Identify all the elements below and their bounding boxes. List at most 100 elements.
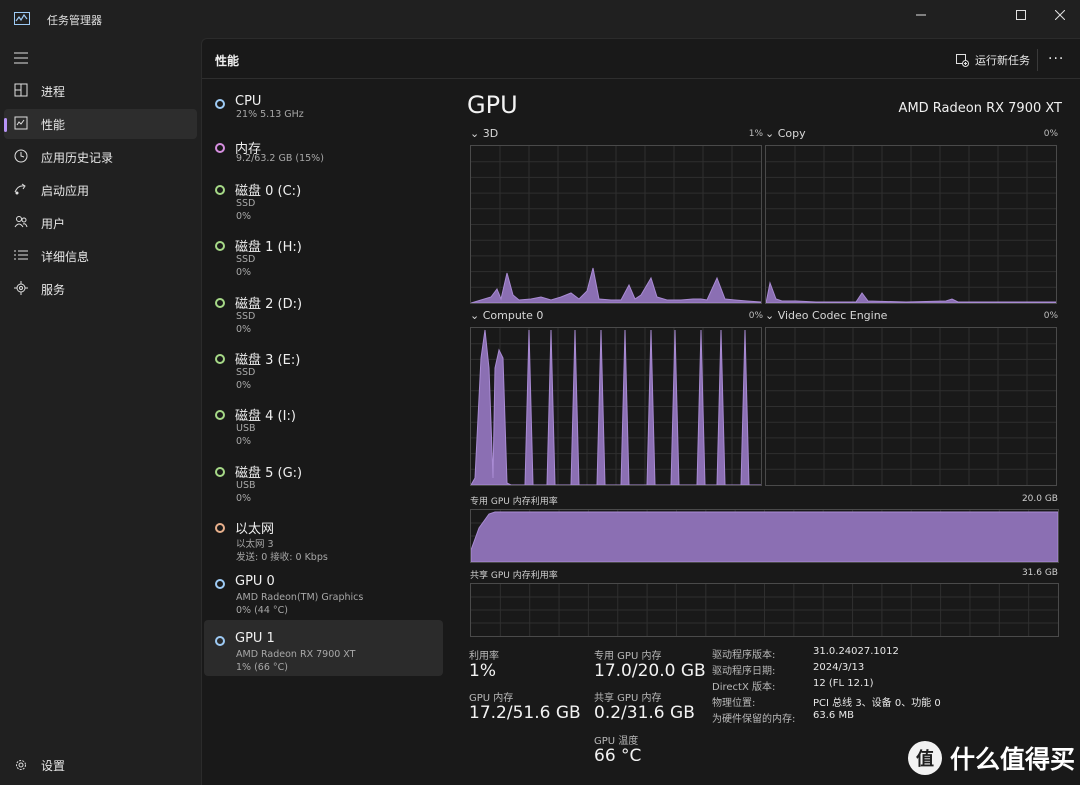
nav-item-app-history[interactable]: 应用历史记录: [4, 142, 197, 172]
run-task-label: 运行新任务: [975, 54, 1030, 67]
info-key: 为硬件保留的内存:: [712, 714, 796, 725]
graph-dedicated-mem: [470, 509, 1059, 563]
more-options-button[interactable]: ···: [1048, 51, 1065, 67]
nav-item-services[interactable]: 服务: [4, 274, 197, 304]
device-status-dot: [215, 185, 225, 195]
settings-gear-icon: [16, 760, 26, 770]
device-usage: 0%: [236, 267, 252, 278]
users-icon: [14, 216, 28, 228]
device-name: 以太网: [235, 522, 275, 537]
device-status-dot: [215, 410, 225, 420]
nav-item-performance[interactable]: 性能: [4, 109, 197, 139]
device-name: 内存: [235, 142, 262, 157]
device-name: GPU 1: [235, 631, 275, 646]
device-status-dot: [215, 523, 225, 533]
info-key: 驱动程序版本:: [712, 650, 776, 661]
shared-gpu-memory-value: 0.2/31.6 GB: [594, 703, 695, 723]
settings-label: 设置: [41, 758, 66, 773]
dedicated-mem-max: 20.0 GB: [1021, 494, 1058, 504]
utilization-value: 1%: [469, 661, 496, 681]
graph-video-plot: [766, 328, 1056, 485]
device-item[interactable]: GPU 1 AMD Radeon RX 7900 XT 1% (66 °C): [204, 620, 443, 676]
dedicated-gpu-memory-label: 专用 GPU 内存: [594, 651, 662, 662]
nav-item-label: 性能: [41, 117, 66, 132]
hamburger-menu-icon[interactable]: [14, 52, 28, 64]
minimize-button[interactable]: [898, 0, 944, 30]
device-item[interactable]: 以太网 以太网 3 发送: 0 接收: 0 Kbps: [204, 507, 443, 563]
close-icon: [1055, 10, 1065, 20]
close-button[interactable]: [1037, 0, 1080, 30]
graph-copy-area: [765, 281, 1057, 304]
device-detail: 21% 5.13 GHz: [236, 109, 304, 120]
device-item[interactable]: 磁盘 5 (G:) USB 0%: [204, 451, 443, 507]
history-icon: [14, 149, 28, 163]
gpu-temperature-label: GPU 温度: [594, 736, 639, 747]
engine-compute-pct: 0%: [748, 311, 763, 321]
maximize-button[interactable]: [998, 0, 1044, 30]
device-item[interactable]: 磁盘 2 (D:) SSD 0%: [204, 282, 443, 338]
utilization-label: 利用率: [469, 651, 499, 662]
device-detail: SSD: [236, 367, 256, 378]
nav-item-details[interactable]: 详细信息: [4, 241, 197, 271]
nav-item-users[interactable]: 用户: [4, 208, 197, 238]
graph-shared-mem: [470, 583, 1059, 637]
app-title: 任务管理器: [47, 14, 102, 27]
device-item[interactable]: GPU 0 AMD Radeon(TM) Graphics 0% (44 °C): [204, 563, 443, 619]
graph-shared-plot: [471, 584, 1058, 636]
chevron-down-icon: ⌄: [765, 127, 778, 140]
device-name: GPU 0: [235, 574, 275, 589]
device-usage: 0% (44 °C): [236, 605, 288, 616]
shared-gpu-memory-label: 共享 GPU 内存: [594, 693, 662, 704]
engine-video-label[interactable]: ⌄ Video Codec Engine: [765, 309, 888, 322]
minimize-icon: [916, 14, 926, 16]
engine-copy-pct: 0%: [1043, 129, 1058, 139]
shared-mem-max: 31.6 GB: [1021, 568, 1058, 578]
nav-item-label: 服务: [41, 282, 66, 297]
engine-compute-label[interactable]: ⌄ Compute 0: [470, 309, 544, 322]
device-status-dot: [215, 636, 225, 646]
graph-3d: [470, 145, 762, 304]
device-status-dot: [215, 298, 225, 308]
nav-item-label: 用户: [41, 216, 66, 231]
device-detail: 9.2/63.2 GB (15%): [236, 153, 324, 164]
watermark: 值 什么值得买: [908, 740, 1075, 776]
page-title: 性能: [215, 54, 240, 68]
device-usage: 0%: [236, 380, 252, 391]
nav-item-processes[interactable]: 进程: [4, 76, 197, 106]
device-name: 磁盘 0 (C:): [235, 184, 302, 199]
run-new-task-button[interactable]: 运行新任务: [956, 51, 1030, 69]
device-detail: USB: [236, 480, 256, 491]
nav-item-startup-apps[interactable]: 启动应用: [4, 175, 197, 205]
services-icon: [14, 281, 28, 295]
device-item[interactable]: 磁盘 1 (H:) SSD 0%: [204, 225, 443, 281]
graph-compute-plot: [470, 328, 761, 486]
device-list: CPU 21% 5.13 GHz 内存 9.2/63.2 GB (15%) 磁盘 0 (…: [202, 79, 446, 785]
device-item[interactable]: 磁盘 0 (C:) SSD 0%: [204, 169, 443, 225]
device-detail: AMD Radeon RX 7900 XT: [236, 649, 356, 660]
nav-item-settings[interactable]: 设置: [4, 750, 197, 780]
engine-3d-label[interactable]: ⌄ 3D: [470, 127, 499, 140]
info-value: PCI 总线 3、设备 0、功能 0: [813, 698, 941, 709]
device-item[interactable]: 磁盘 4 (I:) USB 0%: [204, 394, 443, 450]
device-status-dot: [215, 143, 225, 153]
device-item[interactable]: 内存 9.2/63.2 GB (15%): [204, 127, 443, 183]
task-manager-app-icon: [14, 12, 30, 25]
nav-item-label: 应用历史记录: [41, 150, 114, 165]
engine-copy-label[interactable]: ⌄ Copy: [765, 127, 806, 140]
device-name: 磁盘 1 (H:): [235, 240, 302, 255]
processes-icon: [14, 83, 28, 97]
device-status-dot: [215, 241, 225, 251]
device-item[interactable]: CPU 21% 5.13 GHz: [204, 83, 443, 139]
device-detail: AMD Radeon(TM) Graphics: [236, 592, 364, 603]
device-usage: 0%: [236, 324, 252, 335]
device-item[interactable]: 磁盘 3 (E:) SSD 0%: [204, 338, 443, 394]
graph-copy: [765, 145, 1057, 304]
graph-dedicated-plot: [470, 510, 1059, 563]
device-usage: 0%: [236, 436, 252, 447]
graph-copy-plot: [765, 146, 1057, 304]
chevron-down-icon: ⌄: [765, 309, 778, 322]
gpu-title: GPU: [467, 91, 518, 119]
device-status-dot: [215, 99, 225, 109]
nav-item-label: 启动应用: [41, 183, 90, 198]
details-icon: [14, 250, 28, 260]
